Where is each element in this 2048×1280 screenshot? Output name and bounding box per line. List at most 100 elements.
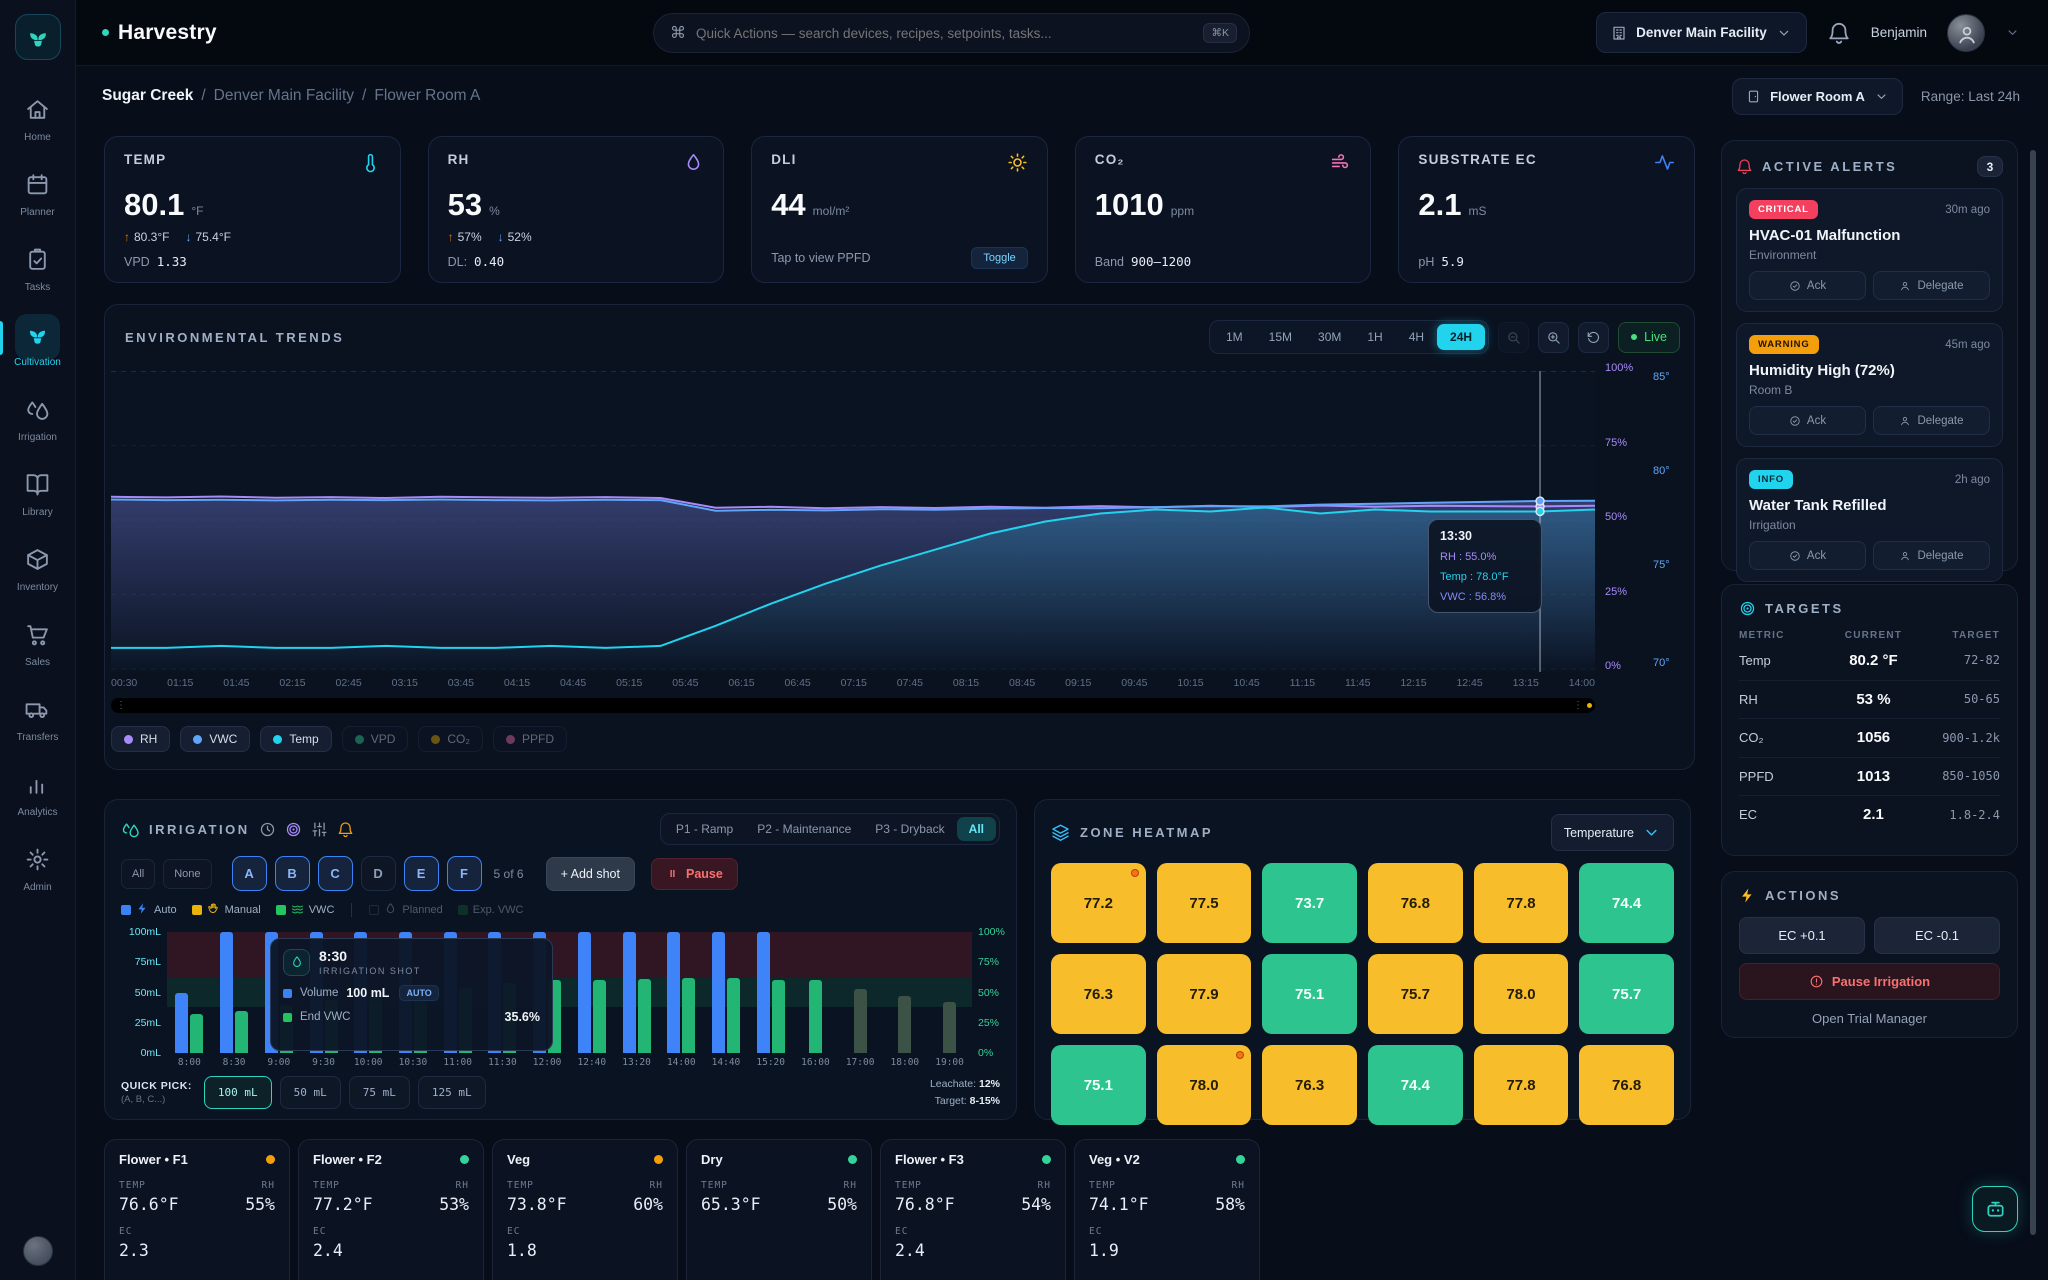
vwc-bar[interactable]	[726, 977, 740, 1053]
zone-chip-c[interactable]: C	[317, 856, 353, 891]
kpi-card-dli[interactable]: DLI 44 mol/m² Tap to view PPFD Toggle	[751, 136, 1048, 283]
heatmap-cell[interactable]: 74.4	[1367, 1045, 1463, 1125]
heatmap-metric-selector[interactable]: Temperature	[1550, 814, 1674, 851]
heatmap-cell[interactable]: 78.0	[1156, 1045, 1252, 1125]
range-button-30m[interactable]: 30M	[1305, 324, 1354, 350]
facility-selector[interactable]: Denver Main Facility	[1596, 12, 1807, 53]
rail-scrollbar[interactable]	[2030, 150, 2036, 1235]
heatmap-cell[interactable]: 76.3	[1051, 954, 1146, 1034]
range-button-4h[interactable]: 4H	[1396, 324, 1437, 350]
shot-slot-8-00[interactable]	[167, 932, 212, 1053]
heatmap-cell[interactable]: 78.0	[1473, 954, 1569, 1034]
heatmap-cell[interactable]: 76.8	[1367, 863, 1463, 943]
zone-chip-f[interactable]: F	[446, 856, 482, 891]
kpi-card-rh[interactable]: RH 53 % ↑ 57% ↓ 52% DL: 0.40	[427, 136, 725, 283]
sidebar-item-home[interactable]: Home	[0, 90, 75, 150]
vwc-bar[interactable]	[898, 996, 912, 1053]
program-tab-p1-ramp[interactable]: P1 - Ramp	[664, 817, 745, 841]
heatmap-cell[interactable]: 76.8	[1579, 1045, 1674, 1125]
app-logo[interactable]	[14, 14, 61, 60]
shot-slot-12-40[interactable]	[569, 932, 614, 1053]
irrigation-legend-vwc[interactable]: VWC	[275, 902, 334, 918]
breadcrumb-site[interactable]: Sugar Creek	[102, 87, 194, 104]
heatmap-cell[interactable]: 77.9	[1156, 954, 1252, 1034]
sidebar-item-tasks[interactable]: Tasks	[0, 240, 75, 300]
heatmap-cell[interactable]: 77.8	[1473, 1045, 1569, 1125]
heatmap-cell[interactable]: 77.2	[1051, 863, 1146, 943]
vwc-bar[interactable]	[190, 1014, 204, 1053]
ack-button[interactable]: Ack	[1749, 406, 1866, 435]
sidebar-avatar[interactable]	[23, 1236, 53, 1266]
shot-slot-18-00[interactable]	[883, 932, 928, 1053]
user-avatar[interactable]	[1947, 13, 1985, 52]
select-none-button[interactable]: None	[163, 858, 212, 889]
room-card-flower-f2[interactable]: Flower • F2 TEMP 77.2°F RH 53% EC 2.4	[298, 1139, 484, 1280]
heatmap-cell[interactable]: 77.5	[1156, 863, 1252, 943]
delegate-button[interactable]: Delegate	[1873, 541, 1990, 570]
kpi-card-temp[interactable]: TEMP 80.1 °F ↑ 80.3°F ↓ 75.4°F VPD 1.33	[104, 136, 401, 283]
heatmap-cell[interactable]: 75.1	[1051, 1045, 1146, 1125]
legend-chip-vwc[interactable]: VWC	[180, 726, 251, 752]
open-trial-manager-link[interactable]: Open Trial Manager	[1812, 1011, 1927, 1026]
legend-chip-temp[interactable]: Temp	[260, 726, 332, 752]
shot-slot-15-20[interactable]	[748, 932, 793, 1053]
volume-bar[interactable]	[622, 932, 636, 1053]
range-button-1m[interactable]: 1M	[1213, 324, 1256, 350]
heatmap-cell[interactable]: 73.7	[1262, 863, 1357, 943]
search-input[interactable]	[696, 25, 1194, 41]
target-icon[interactable]	[285, 821, 302, 838]
shot-slot-17-00[interactable]	[838, 932, 883, 1053]
room-card-flower-f3[interactable]: Flower • F3 TEMP 76.8°F RH 54% EC 2.4	[880, 1139, 1066, 1280]
trends-chart[interactable]: 13:30 RH : 55.0% Temp : 78.0°F VWC : 56.…	[111, 371, 1595, 672]
live-badge[interactable]: Live	[1618, 321, 1680, 353]
room-selector[interactable]: Flower Room A	[1732, 77, 1903, 115]
heatmap-cell[interactable]: 74.4	[1579, 863, 1674, 943]
vwc-bar[interactable]	[808, 980, 822, 1053]
shot-slot-8-30[interactable]	[212, 932, 257, 1053]
range-button-1h[interactable]: 1H	[1354, 324, 1395, 350]
zone-chip-b[interactable]: B	[274, 856, 310, 891]
pause-irrigation-button[interactable]: Pause Irrigation	[1739, 963, 2000, 1000]
irrigation-chart[interactable]: 8:30 IRRIGATION SHOT Volume 100 mL AUTO En…	[129, 926, 1005, 1059]
sidebar-item-inventory[interactable]: Inventory	[0, 540, 75, 600]
legend-chip-vpd[interactable]: VPD	[341, 726, 409, 752]
quick-pick-50-ml[interactable]: 50 mL	[279, 1076, 341, 1110]
irrigation-legend-exp-vwc[interactable]: Exp. VWC	[457, 904, 524, 916]
user-menu-chevron-icon[interactable]	[2005, 25, 2020, 40]
sidebar-item-analytics[interactable]: Analytics	[0, 765, 75, 825]
shot-slot-16-00[interactable]	[793, 932, 838, 1053]
heatmap-cell[interactable]: 75.7	[1367, 954, 1463, 1034]
vwc-bar[interactable]	[943, 1002, 957, 1053]
vwc-bar[interactable]	[592, 980, 606, 1053]
heatmap-cell[interactable]: 76.3	[1262, 1045, 1357, 1125]
notifications-bell-icon[interactable]	[1827, 21, 1851, 45]
vwc-bar[interactable]	[235, 1010, 249, 1053]
quick-actions-search[interactable]: ⌘ ⌘K	[653, 13, 1250, 53]
assistant-bot-button[interactable]	[1972, 1186, 2018, 1232]
irrigation-legend-auto[interactable]: Auto	[121, 902, 177, 918]
toggle-ppfd-button[interactable]: Toggle	[971, 247, 1028, 269]
room-card-veg[interactable]: Veg TEMP 73.8°F RH 60% EC 1.8	[492, 1139, 678, 1280]
pause-button[interactable]: Pause	[651, 857, 738, 890]
chart-brush-scrollbar[interactable]: ⋮ ⋮	[111, 698, 1595, 713]
ack-button[interactable]: Ack	[1749, 271, 1866, 300]
action-button-ec-0-1[interactable]: EC +0.1	[1739, 917, 1865, 954]
volume-bar[interactable]	[667, 932, 681, 1053]
vwc-bar[interactable]	[637, 979, 651, 1053]
delegate-button[interactable]: Delegate	[1873, 271, 1990, 300]
alerts-bell-icon[interactable]	[337, 821, 354, 838]
sidebar-item-planner[interactable]: Planner	[0, 165, 75, 225]
kpi-card-co[interactable]: CO₂ 1010 ppm Band 900–1200	[1074, 136, 1372, 283]
room-card-veg-v2[interactable]: Veg • V2 TEMP 74.1°F RH 58% EC 1.9	[1074, 1139, 1260, 1280]
sidebar-item-irrigation[interactable]: Irrigation	[0, 390, 75, 450]
shot-slot-14-00[interactable]	[659, 932, 704, 1053]
vwc-bar[interactable]	[771, 980, 785, 1053]
zoom-out-button[interactable]	[1498, 321, 1530, 353]
irrigation-legend-planned[interactable]: Planned	[369, 902, 443, 918]
volume-bar[interactable]	[175, 992, 189, 1053]
sliders-icon[interactable]	[311, 821, 328, 838]
zone-chip-e[interactable]: E	[403, 856, 439, 891]
sidebar-item-sales[interactable]: Sales	[0, 615, 75, 675]
room-card-dry[interactable]: Dry TEMP 65.3°F RH 50%	[686, 1139, 872, 1280]
brush-handle-left[interactable]: ⋮	[116, 700, 126, 711]
